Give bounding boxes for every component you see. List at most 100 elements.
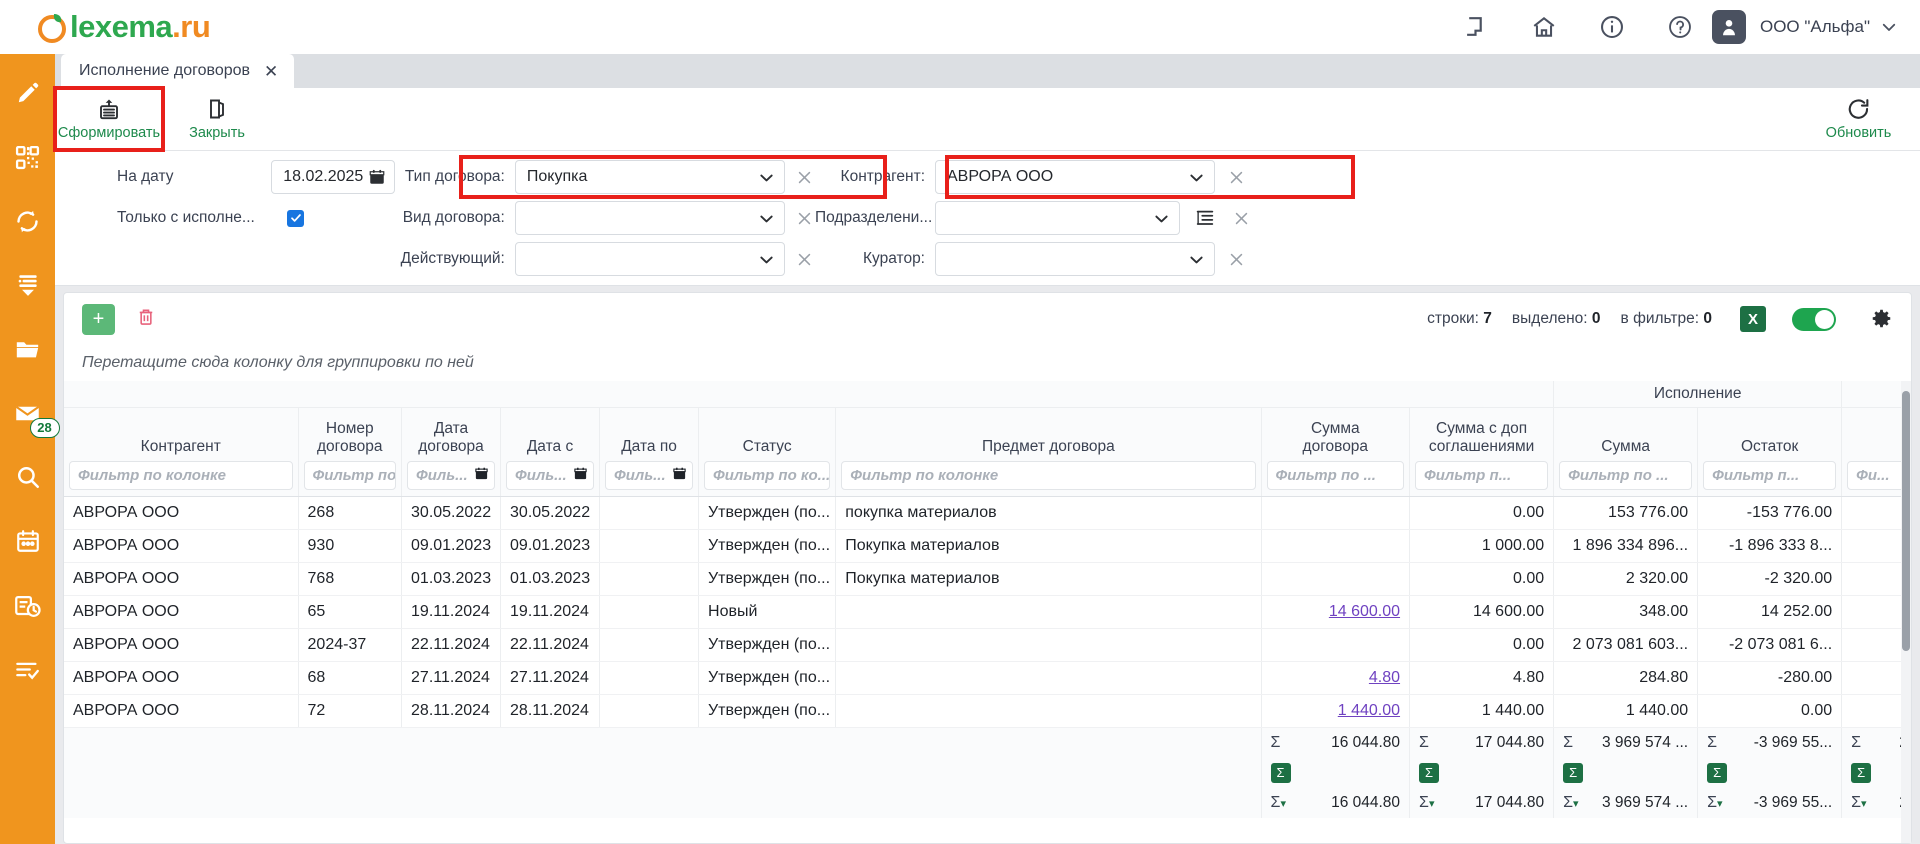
history-icon[interactable] <box>11 588 45 622</box>
chevron-down-icon[interactable] <box>1187 168 1206 187</box>
table-row[interactable]: АВРОРА ООО 768 01.03.2023 01.03.2023 Утв… <box>64 562 1911 596</box>
import-icon[interactable] <box>11 268 45 302</box>
clear-x-icon-podrazdelenie[interactable] <box>1230 210 1252 227</box>
calendar-icon[interactable] <box>474 466 489 485</box>
excel-export-icon[interactable]: X <box>1740 306 1766 332</box>
col-header-sum-with-add[interactable]: Сумма с доп соглашениями <box>1409 407 1555 461</box>
delete-row-button[interactable] <box>129 304 162 335</box>
only-with-execution-checkbox[interactable] <box>287 209 304 227</box>
close-icon[interactable]: ✕ <box>264 61 279 81</box>
clear-x-icon-vid-dogovora[interactable] <box>795 210 815 227</box>
column-filter-exec-rest[interactable]: Фильтр п... <box>1703 461 1837 490</box>
col-header-extra[interactable] <box>1841 407 1911 461</box>
calendar-icon[interactable] <box>11 524 45 558</box>
sum-contract-link[interactable]: 14 600.00 <box>1328 603 1401 620</box>
col-header-sum-contract[interactable]: Сумма договора <box>1261 407 1411 461</box>
column-filter-subject[interactable]: Фильтр по колонке <box>841 461 1256 490</box>
summary-badge-sum-with-add[interactable]: Σ <box>1409 757 1555 788</box>
grid-toggle[interactable] <box>1792 307 1836 331</box>
calendar-icon[interactable] <box>368 168 386 186</box>
select-vid-dogovora[interactable] <box>514 201 785 235</box>
column-filter-status[interactable]: Фильтр по ко... <box>704 461 831 490</box>
summary-badge-exec-sum[interactable]: Σ <box>1553 757 1699 788</box>
table-row[interactable]: АВРОРА ООО 72 28.11.2024 28.11.2024 Утве… <box>64 694 1911 728</box>
col-header-subject[interactable]: Предмет договора <box>835 407 1262 461</box>
col-header-date-from[interactable]: Дата с <box>500 407 601 461</box>
col-header-doc-number[interactable]: Номер договора <box>298 407 403 461</box>
chevron-down-icon[interactable] <box>757 168 776 187</box>
clear-x-icon-kurator[interactable] <box>1225 251 1247 268</box>
calendar-icon[interactable] <box>672 466 687 485</box>
add-row-button[interactable]: + <box>82 303 115 335</box>
table-row[interactable]: АВРОРА ООО 930 09.01.2023 09.01.2023 Утв… <box>64 529 1911 563</box>
column-filter-doc-number[interactable]: Фильтр по ... <box>303 461 397 490</box>
column-filter-exec-sum[interactable]: Фильтр по ... <box>1559 461 1693 490</box>
col-header-exec-rest[interactable]: Остаток <box>1697 407 1843 461</box>
tasks-icon[interactable] <box>11 652 45 686</box>
column-filter-date-from[interactable]: Филь... <box>506 461 595 490</box>
tab-ispolnenie-dogovorov[interactable]: Исполнение договоров ✕ <box>61 54 295 88</box>
info-icon[interactable] <box>1598 13 1626 41</box>
summary-badge-extra[interactable]: Σ <box>1841 757 1911 788</box>
col-header-doc-date[interactable]: Дата договора <box>401 407 502 461</box>
column-filter-doc-date[interactable]: Филь... <box>407 461 496 490</box>
search-icon[interactable] <box>11 460 45 494</box>
cell-sum-contract[interactable]: 1 440.00 <box>1261 694 1411 728</box>
summary-badge-exec-rest[interactable]: Σ <box>1697 757 1843 788</box>
col-header-exec-sum[interactable]: Сумма <box>1553 407 1699 461</box>
select-podrazdelenie[interactable] <box>935 201 1180 235</box>
group-drop-area[interactable]: Перетащите сюда колонку для группировки … <box>64 345 1911 381</box>
mail-icon[interactable]: 28 <box>11 396 60 438</box>
select-kontragent[interactable]: АВРОРА ООО <box>935 160 1215 194</box>
table-row[interactable]: АВРОРА ООО 68 27.11.2024 27.11.2024 Утве… <box>64 661 1911 695</box>
select-kurator[interactable] <box>935 242 1215 276</box>
exit-icon[interactable] <box>1462 13 1490 41</box>
qr-code-icon[interactable] <box>11 140 45 174</box>
column-filter-sum-with-add[interactable]: Фильтр п... <box>1415 461 1549 490</box>
sum-contract-link[interactable]: 1 440.00 <box>1337 702 1401 719</box>
sync-icon[interactable] <box>11 204 45 238</box>
cell-sum-contract[interactable]: 4.80 <box>1261 661 1411 695</box>
chevron-down-icon[interactable] <box>757 209 776 228</box>
clear-x-icon-tip-dogovora[interactable] <box>795 169 815 186</box>
table-row[interactable]: АВРОРА ООО 268 30.05.2022 30.05.2022 Утв… <box>64 496 1911 530</box>
col-header-date-to[interactable]: Дата по <box>599 407 700 461</box>
user-menu[interactable]: ООО "Альфа" <box>1711 9 1880 44</box>
chevron-down-icon[interactable] <box>1152 209 1171 228</box>
refresh-button[interactable]: Обновить <box>1805 88 1920 150</box>
cell-sum-contract[interactable]: 14 600.00 <box>1261 595 1411 629</box>
sum-contract-link[interactable]: 4.80 <box>1368 669 1401 686</box>
tree-select-icon[interactable] <box>1190 202 1220 234</box>
logo[interactable]: lexema.ru <box>0 10 211 44</box>
scrollbar-thumb[interactable] <box>1902 391 1910 651</box>
clear-x-icon-kontragent[interactable] <box>1225 169 1247 186</box>
gear-icon[interactable] <box>1870 308 1893 331</box>
col-header-status[interactable]: Статус <box>698 407 837 461</box>
pencil-icon[interactable] <box>11 76 45 110</box>
chevron-down-icon[interactable] <box>1187 250 1206 269</box>
column-filter-date-to[interactable]: Филь... <box>605 461 694 490</box>
close-button[interactable]: Закрыть <box>163 88 271 150</box>
column-filter-sum-contract[interactable]: Фильтр по ... <box>1266 461 1405 490</box>
select-deystvuyushchiy[interactable] <box>514 242 785 276</box>
filter-label-tip-dogovora: Тип договора: <box>404 168 505 185</box>
calendar-icon[interactable] <box>573 466 588 485</box>
summary-badge-sum-contract[interactable]: Σ <box>1261 757 1411 788</box>
select-tip-dogovora[interactable]: Покупка <box>514 160 785 194</box>
folder-icon[interactable] <box>11 332 45 366</box>
help-icon[interactable] <box>1666 13 1694 41</box>
table-row[interactable]: АВРОРА ООО 65 19.11.2024 19.11.2024 Новы… <box>64 595 1911 629</box>
column-filter-counterparty[interactable]: Фильтр по колонке <box>69 461 293 490</box>
generate-button[interactable]: Сформировать <box>53 86 165 152</box>
date-input-na-datu[interactable]: 18.02.2025 <box>271 160 395 194</box>
chevron-down-icon[interactable] <box>1880 16 1920 38</box>
cell-counterparty: АВРОРА ООО <box>64 595 299 629</box>
chevron-down-icon[interactable] <box>757 250 776 269</box>
column-filter-extra[interactable]: Фи... <box>1847 461 1911 490</box>
table-body: АВРОРА ООО 268 30.05.2022 30.05.2022 Утв… <box>64 496 1911 818</box>
table-row[interactable]: АВРОРА ООО 2024-37 22.11.2024 22.11.2024… <box>64 628 1911 662</box>
col-header-counterparty[interactable]: Контрагент <box>64 407 299 461</box>
home-icon[interactable] <box>1530 13 1558 41</box>
vertical-scrollbar[interactable] <box>1901 381 1911 843</box>
clear-x-icon-deystvuyushchiy[interactable] <box>795 251 815 268</box>
